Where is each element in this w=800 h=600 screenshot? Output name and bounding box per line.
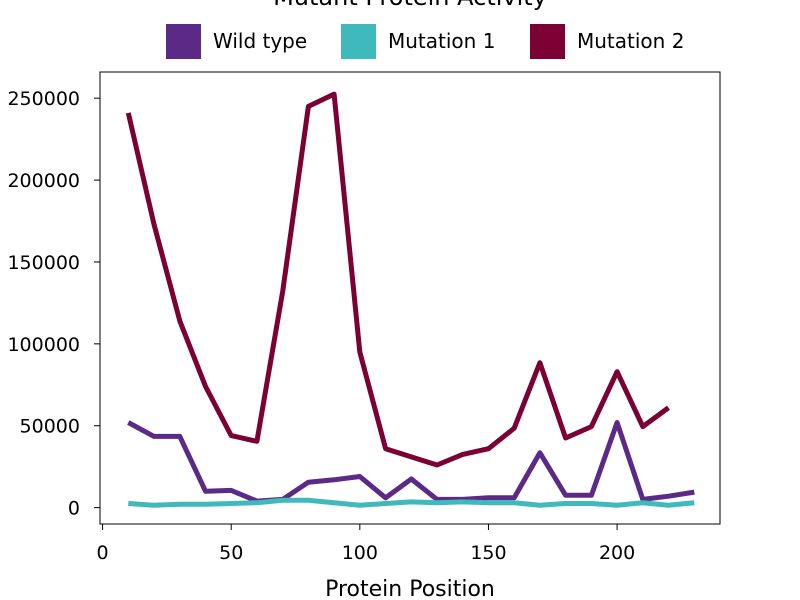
plot-area: [99, 71, 721, 525]
y-axis: 0 50000 100000 150000 200000 250000: [7, 88, 100, 520]
y-tick-label: 150000: [7, 252, 80, 274]
series-lines: [125, 91, 695, 508]
y-tick-label: 200000: [7, 170, 80, 192]
legend-swatch: [166, 24, 201, 59]
legend-swatch: [341, 24, 376, 59]
x-tick-label: 100: [342, 542, 378, 564]
chart-title: Mutant Protein Activity: [273, 0, 547, 11]
x-tick-label: 50: [219, 542, 243, 564]
legend-label: Wild type: [213, 29, 307, 53]
y-tick-label: 100000: [7, 334, 80, 356]
y-tick-label: 0: [68, 498, 80, 520]
series-line-0: [127, 420, 695, 504]
legend: Wild type Mutation 1 Mutation 2: [166, 24, 684, 59]
series-line-1: [128, 497, 695, 508]
legend-label: Mutation 2: [577, 29, 684, 53]
x-axis: 0 50 100 150 200: [97, 524, 635, 564]
series-line-2: [125, 91, 670, 468]
x-tick-label: 0: [97, 542, 109, 564]
y-tick-label: 250000: [7, 88, 80, 110]
x-tick-label: 150: [470, 542, 506, 564]
y-tick-label: 50000: [20, 416, 80, 438]
legend-swatch: [530, 24, 565, 59]
x-axis-label: Protein Position: [325, 577, 495, 600]
legend-label: Mutation 1: [388, 29, 495, 53]
x-tick-label: 200: [599, 542, 635, 564]
